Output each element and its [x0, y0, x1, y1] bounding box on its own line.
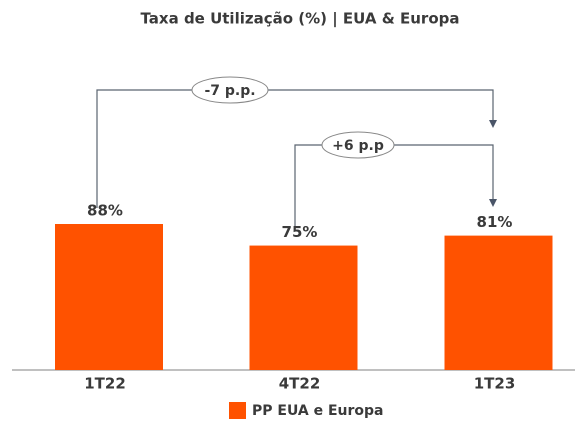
chart-title: Taxa de Utilização (%) | EUA & Europa: [141, 10, 460, 29]
annotation: -7 p.p.: [204, 83, 255, 99]
bar: [249, 245, 358, 370]
value-label: 75%: [282, 223, 318, 241]
annotation: +6 p.p: [332, 138, 384, 154]
annotation-bracket: [96, 89, 497, 226]
value-label: 81%: [477, 213, 513, 231]
bar: [444, 235, 553, 370]
legend-label: PP EUA e Europa: [252, 403, 384, 419]
x-tick-label: 1T23: [474, 375, 516, 393]
annotation-bubble: [191, 76, 269, 104]
annotation-bubble: [321, 131, 395, 159]
x-tick-label: 1T22: [84, 375, 126, 393]
value-label: 88%: [87, 202, 123, 220]
bar: [55, 224, 163, 370]
x-tick-label: 4T22: [279, 375, 321, 393]
legend-swatch: [229, 402, 246, 419]
